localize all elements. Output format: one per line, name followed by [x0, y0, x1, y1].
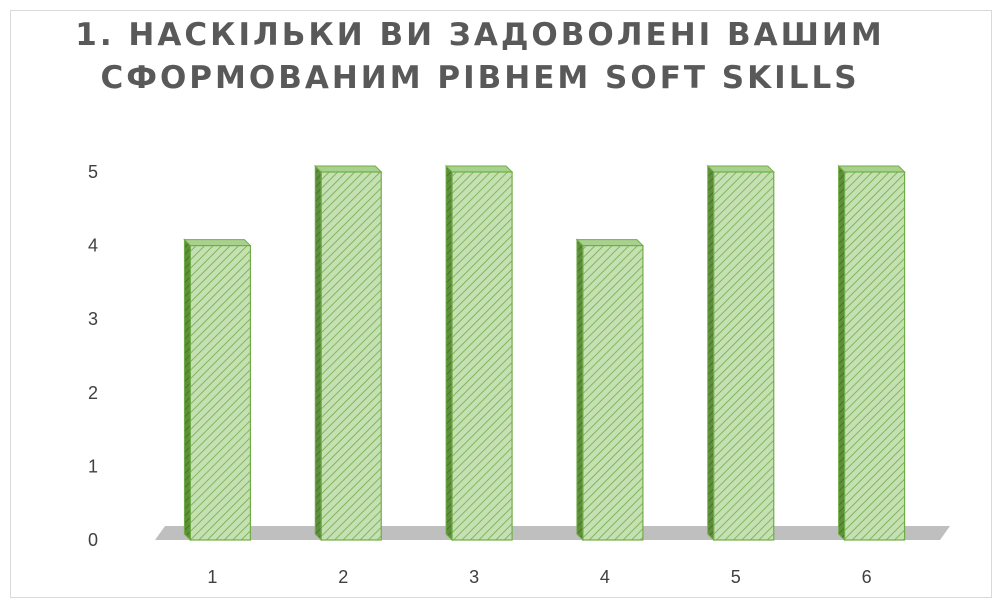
bar [706, 164, 775, 542]
bar [183, 238, 252, 542]
y-tick-label: 1 [88, 456, 98, 476]
x-tick-label: 3 [469, 567, 479, 587]
bar [575, 238, 645, 542]
x-tick-label: 6 [862, 567, 872, 587]
y-tick-label: 5 [88, 162, 98, 182]
y-tick-label: 3 [88, 309, 98, 329]
bar [314, 164, 383, 542]
x-tick-label: 5 [731, 567, 741, 587]
y-tick-label: 0 [88, 530, 98, 550]
y-tick-label: 2 [88, 383, 98, 403]
chart-title: 1. НАСКІЛЬКИ ВИ ЗАДОВОЛЕНІ ВАШИМ СФОРМОВ… [75, 17, 885, 96]
x-tick-label: 2 [338, 567, 348, 587]
bar [444, 164, 514, 542]
chart-floor [155, 526, 950, 540]
x-tick-label: 1 [207, 567, 217, 587]
x-tick-label: 4 [600, 567, 610, 587]
y-tick-label: 4 [88, 236, 98, 256]
bar [837, 164, 906, 542]
